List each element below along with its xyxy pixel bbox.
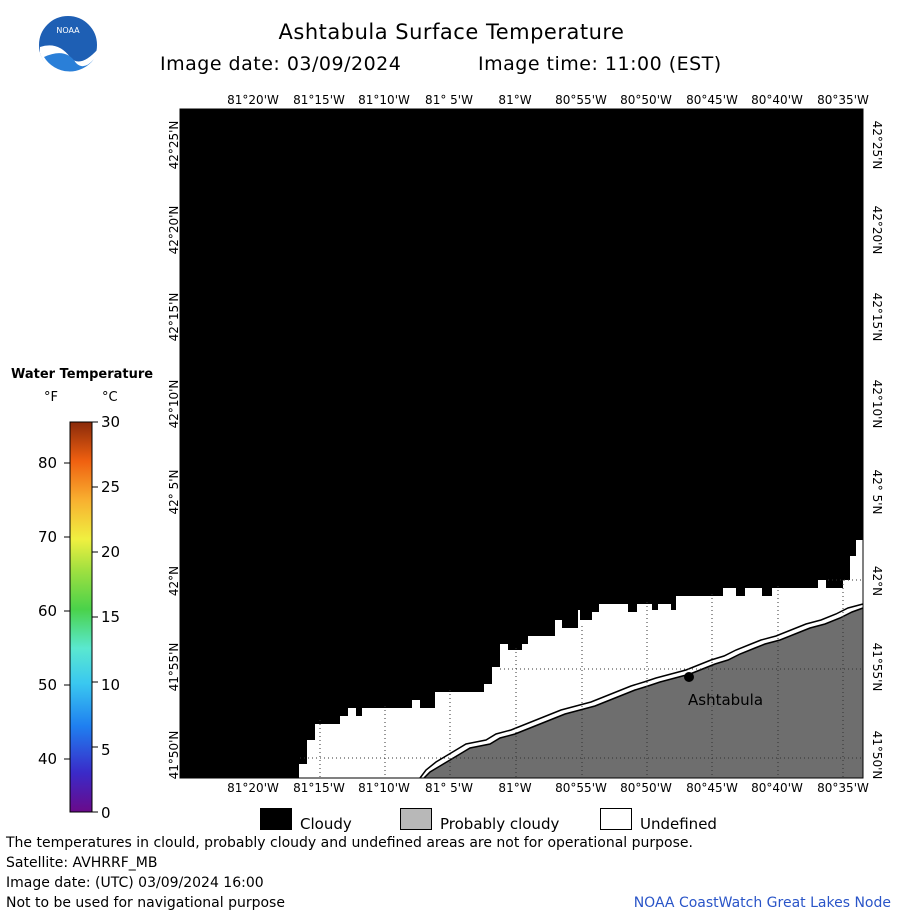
lon-label-bottom: 81°W (498, 781, 532, 795)
lat-label-right: 42°20'N (870, 205, 884, 255)
lon-label-top: 81°10'W (358, 93, 410, 107)
lon-label-top: 80°40'W (751, 93, 803, 107)
lat-label-right: 41°55'N (870, 642, 884, 692)
lat-label-left: 42°15'N (167, 292, 181, 342)
lat-label-right: 42°10'N (870, 379, 884, 429)
legend-c-label: 0 (101, 804, 111, 822)
key-undefined-label: Undefined (640, 815, 717, 833)
footer-credit: NOAA CoastWatch Great Lakes Node (633, 895, 891, 911)
lon-label-bottom: 81°20'W (227, 781, 279, 795)
city-marker (684, 672, 694, 682)
legend-c-label: 30 (101, 413, 121, 431)
lat-label-right: 42°15'N (870, 292, 884, 342)
noaa-logo: NOAA (37, 14, 99, 76)
color-scale (64, 421, 98, 813)
footer-disclaimer: The temperatures in clould, probably clo… (6, 835, 693, 851)
city-label: Ashtabula (688, 691, 764, 709)
cloudy-area (180, 109, 863, 778)
legend-c-label: 10 (101, 676, 121, 694)
footer-satellite: Satellite: AVHRRF_MB (6, 855, 158, 871)
footer-navigation-note: Not to be used for navigational purpose (6, 895, 285, 911)
lat-label-left: 41°55'N (167, 642, 181, 692)
lat-label-left: 42°N (167, 565, 181, 597)
lon-label-bottom: 81° 5'W (425, 781, 473, 795)
lon-label-bottom: 80°55'W (555, 781, 607, 795)
lat-label-left: 41°50'N (167, 730, 181, 780)
lon-label-bottom: 80°50'W (620, 781, 672, 795)
lat-label-left: 42° 5'N (167, 469, 181, 515)
map-frame (179, 108, 864, 779)
key-probably-cloudy-label: Probably cloudy (440, 815, 560, 833)
lon-label-top: 81° 5'W (425, 93, 473, 107)
page-title: Ashtabula Surface Temperature (278, 20, 625, 44)
lon-label-bottom: 80°45'W (686, 781, 738, 795)
key-undefined-swatch (600, 808, 632, 830)
grid-lines (300, 579, 863, 778)
lon-label-top: 80°55'W (555, 93, 607, 107)
key-cloudy-swatch (260, 808, 292, 830)
legend-c-label: 15 (101, 608, 121, 626)
legend-title: Water Temperature (11, 367, 154, 382)
lon-label-bottom: 81°10'W (358, 781, 410, 795)
land-area (424, 608, 863, 778)
legend-f-label: 50 (38, 676, 58, 694)
legend-c-label: 20 (101, 543, 121, 561)
lon-label-bottom: 81°15'W (293, 781, 345, 795)
lon-label-top: 81°15'W (293, 93, 345, 107)
lat-label-right: 42°25'N (870, 120, 884, 170)
lon-label-top: 80°35'W (817, 93, 869, 107)
legend-c-label: 5 (101, 741, 111, 759)
lon-label-top: 80°50'W (620, 93, 672, 107)
shoreline (423, 607, 864, 779)
legend-f-label: 60 (38, 602, 58, 620)
noaa-logo-text: NOAA (56, 26, 80, 35)
legend-c-label: 25 (101, 478, 121, 496)
lon-label-bottom: 80°40'W (751, 781, 803, 795)
legend-f-label: 70 (38, 528, 58, 546)
lon-label-bottom: 80°35'W (817, 781, 869, 795)
legend-f-label: 80 (38, 454, 58, 472)
lat-label-left: 42°25'N (167, 120, 181, 170)
lon-label-top: 81°W (498, 93, 532, 107)
unit-fahrenheit: °F (44, 390, 58, 405)
lon-label-top: 81°20'W (227, 93, 279, 107)
unit-celsius: °C (102, 390, 118, 405)
lat-label-right: 42°N (870, 565, 884, 597)
lat-label-right: 42° 5'N (870, 469, 884, 515)
image-date: Image date: 03/09/2024 (160, 53, 402, 75)
lat-label-left: 42°20'N (167, 205, 181, 255)
legend-f-label: 40 (38, 750, 58, 768)
footer-utc-date: Image date: (UTC) 03/09/2024 16:00 (6, 875, 264, 891)
key-cloudy-label: Cloudy (300, 815, 352, 833)
image-time: Image time: 11:00 (EST) (478, 53, 722, 75)
lon-label-top: 80°45'W (686, 93, 738, 107)
key-probably-cloudy-swatch (400, 808, 432, 830)
lat-label-left: 42°10'N (167, 379, 181, 429)
lat-label-right: 41°50'N (870, 730, 884, 780)
